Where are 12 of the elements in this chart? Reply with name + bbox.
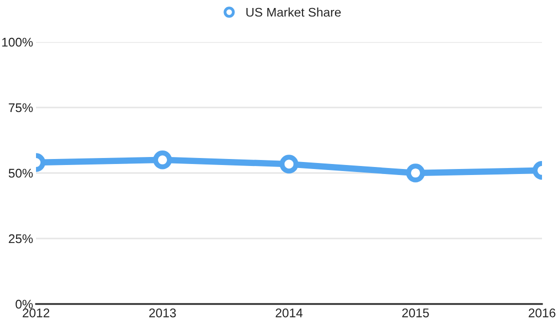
legend-label: US Market Share	[246, 8, 341, 17]
y-tick-label: 50%	[8, 168, 33, 178]
y-tick-label: 75%	[8, 103, 33, 112]
x-tick-label: 2012	[22, 308, 50, 318]
x-tick-label: 2013	[149, 308, 176, 318]
y-tick-label: 0%	[16, 300, 33, 309]
point	[280, 154, 298, 174]
y-tick-label: 100%	[2, 38, 33, 47]
x-tick-label: 2014	[276, 308, 303, 318]
y-tick-label: 25%	[8, 234, 33, 244]
x-tick-label: 2016	[528, 308, 556, 318]
x-tick-label: 2015	[402, 308, 429, 318]
